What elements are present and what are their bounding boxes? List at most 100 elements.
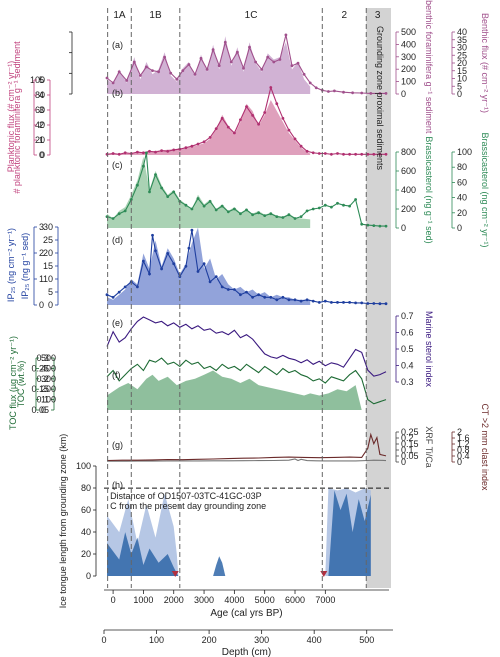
panel-a-point-27 <box>272 60 276 64</box>
panel-c-point-23 <box>239 212 242 216</box>
tick-label: 0 <box>41 405 46 415</box>
panel-d-point-23 <box>233 288 236 291</box>
panel-d-point-44 <box>360 301 364 305</box>
panel-a-point-10 <box>169 71 173 75</box>
panel-b-point-28 <box>275 102 279 106</box>
panel-a-point-2 <box>117 70 121 74</box>
panel-c-point-38 <box>330 205 333 209</box>
panel-a-point-28 <box>278 58 282 61</box>
panel-c-point-34 <box>305 209 309 213</box>
panel-d-point-35 <box>305 298 309 302</box>
panel-c-point-45 <box>372 224 376 228</box>
panel-c-point-9 <box>154 173 157 177</box>
tick-label: 15 <box>457 66 467 76</box>
panel-a-point-18 <box>217 64 221 68</box>
panel-b-point-37 <box>330 152 333 156</box>
panel-c-point-19 <box>214 208 218 212</box>
tick-label: 0 <box>457 457 462 467</box>
panels: (a) (b) (c) (d) (e) (f) (g) Distance of OD1507-… <box>104 33 389 577</box>
tick-label: 30 <box>457 43 467 53</box>
tick-label: 2 <box>39 120 44 130</box>
panel-label-b: (b) <box>112 88 123 98</box>
tick-label: 200 <box>401 64 416 74</box>
axis-title: # planktonic foraminifera g⁻¹ sediment <box>12 41 22 194</box>
panel-a-point-38 <box>342 90 345 94</box>
panel-d-point-15 <box>187 246 191 250</box>
zone-label-2: 2 <box>341 10 347 21</box>
tick-label: 20 <box>457 208 467 218</box>
panel-d-point-39 <box>330 301 333 304</box>
tick-label: 0 <box>48 300 53 310</box>
panel-b-point-12 <box>178 147 182 151</box>
zone-header: 1A 1B 1C 2 3 Grounding zone proximal sediment… <box>113 10 385 171</box>
panel-a-point-42 <box>378 92 382 95</box>
panel-d-point-1 <box>111 295 115 299</box>
panel-a-point-23 <box>248 45 251 49</box>
tick-label: 300 <box>401 52 416 62</box>
tick-label: 400 <box>401 185 416 195</box>
tick-label: 80 <box>35 90 45 100</box>
panel-g-line-1 <box>106 432 387 462</box>
panel-b-point-3 <box>123 151 127 155</box>
annotation-line-2: C from the present day grounding zone <box>110 501 266 511</box>
panel-b-point-42 <box>360 152 364 156</box>
panel-c-point-41 <box>348 204 351 208</box>
tick-label: 25 <box>457 50 467 60</box>
panel-d-point-36 <box>311 299 315 303</box>
age-tick-label: 5000 <box>255 595 275 605</box>
tick-label: 1 <box>39 274 44 284</box>
panel-h-area-1 <box>107 490 371 576</box>
panel-h-area-0 <box>107 488 371 576</box>
panel-b-point-6 <box>142 151 145 155</box>
panel-c: (c) <box>105 151 388 228</box>
axis-title: Brassicasterol (ng cm⁻² yr⁻¹) <box>480 132 490 247</box>
panel-d-point-40 <box>336 301 339 304</box>
tick-label: 80 <box>457 162 467 172</box>
panel-c-area-0 <box>107 156 311 228</box>
panel-b-point-45 <box>378 152 382 156</box>
panel-a-point-26 <box>266 55 270 59</box>
tick-label: 0 <box>86 571 91 581</box>
panel-a-point-5 <box>139 74 142 77</box>
panel-a-point-21 <box>236 50 239 54</box>
tick-label: 0 <box>39 150 44 160</box>
axis-title: # benthic foraminifera g⁻¹ sediment <box>424 0 434 134</box>
tick-label: 60 <box>457 177 467 187</box>
panel-a-point-32 <box>302 72 306 76</box>
panel-d-point-11 <box>166 252 170 255</box>
panel-c-point-25 <box>251 213 255 217</box>
panel-d-point-16 <box>190 228 194 232</box>
tick-label: 100 <box>41 395 56 405</box>
tick-label: 0 <box>401 223 406 233</box>
tick-label: 1.6 <box>457 433 470 443</box>
panel-b: (b) <box>105 85 388 156</box>
tick-label: 0 <box>401 89 406 99</box>
axis-f-l1: 0.050.10.150.20.250.3 TOC (wt.%) <box>16 353 55 415</box>
panel-label-e: (e) <box>112 318 123 328</box>
panel-a-point-29 <box>284 33 288 37</box>
tick-label: 0.2 <box>36 374 49 384</box>
tick-label: 100 <box>76 461 91 471</box>
tick-label: 25 <box>43 235 53 245</box>
panel-a-point-15 <box>199 56 203 60</box>
panel-a-point-33 <box>308 81 312 85</box>
tick-label: 15 <box>43 261 53 271</box>
panel-c-point-30 <box>281 216 285 219</box>
panel-a-point-16 <box>205 68 209 71</box>
panel-d-point-14 <box>184 264 188 268</box>
panel-d-point-5 <box>136 285 139 289</box>
panel-b-point-24 <box>251 114 255 117</box>
axis-g-r1: 00.050.10.150.20.25 XRF Ti/Ca <box>395 426 434 468</box>
panel-b-point-18 <box>214 127 218 130</box>
panel-a-point-3 <box>125 79 129 82</box>
panel-d-point-43 <box>354 301 357 305</box>
tick-label: 800 <box>401 147 416 157</box>
panel-c-point-5 <box>136 183 139 187</box>
panel-d-point-24 <box>239 293 242 297</box>
zone-label-1C: 1C <box>245 10 258 21</box>
zone-label-1B: 1B <box>149 10 162 21</box>
panel-d-point-20 <box>214 275 218 278</box>
panel-b-point-44 <box>372 152 376 156</box>
